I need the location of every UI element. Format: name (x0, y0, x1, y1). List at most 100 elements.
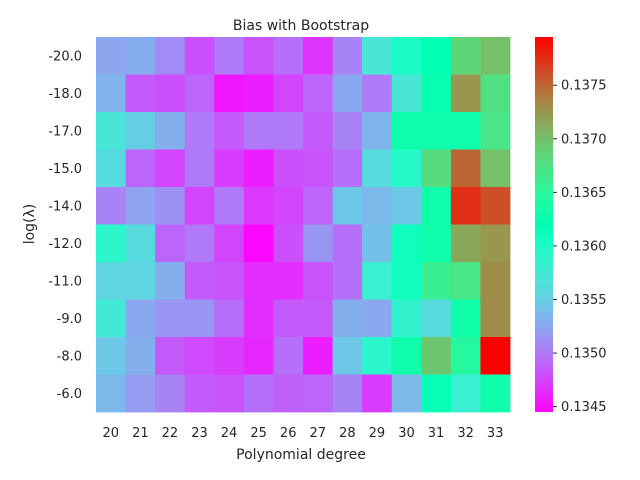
heatmap-cell (214, 374, 245, 413)
heatmap-cell (303, 112, 333, 150)
heatmap-cell (155, 299, 186, 338)
heatmap-cell (184, 187, 215, 225)
heatmap-cell (480, 374, 511, 413)
heatmap-cell (243, 224, 274, 263)
heatmap-cell (362, 299, 393, 338)
x-tick-label: 33 (487, 426, 504, 441)
heatmap-cell (155, 374, 186, 413)
x-tick-label: 26 (280, 426, 297, 441)
heatmap-cell (155, 224, 186, 263)
heatmap-cell (96, 299, 126, 338)
heatmap-cell (155, 37, 186, 75)
heatmap-cell (480, 337, 511, 375)
heatmap-cell (362, 187, 393, 225)
x-tick-label: 27 (310, 426, 327, 441)
y-tick-label: -8.0 (57, 349, 82, 364)
heatmap-cell (125, 374, 156, 413)
heatmap-cell (391, 224, 422, 263)
heatmap-cell (332, 187, 363, 225)
heatmap-cell (243, 374, 274, 413)
heatmap-cell (96, 262, 126, 300)
heatmap-cell (96, 37, 126, 75)
colorbar-tick-label: 0.1345 (561, 400, 607, 415)
heatmap-cell (421, 187, 452, 225)
x-tick-label: 28 (339, 426, 356, 441)
colorbar-ticks: 0.1345 0.1350 0.1355 0.1360 0.1365 0.1370 0.13… (553, 79, 607, 415)
heatmap-cell (421, 112, 452, 150)
heatmap-cell (184, 224, 215, 263)
heatmap-cell (184, 74, 215, 113)
heatmap-cell (214, 299, 245, 338)
heatmap-cell (332, 74, 363, 113)
y-axis-label: log(λ) (22, 204, 38, 245)
heatmap-cell (332, 262, 363, 300)
heatmap-cell (184, 374, 215, 413)
y-tick-label: -20.0 (48, 49, 82, 64)
heatmap-cell (303, 224, 333, 263)
heatmap-cell (450, 74, 481, 113)
heatmap-cell (273, 149, 304, 188)
heatmap-cell (125, 337, 156, 375)
y-tick-label: -11.0 (48, 274, 82, 289)
heatmap-cell (303, 74, 333, 113)
heatmap-cell (273, 224, 304, 263)
heatmap-cell (273, 74, 304, 113)
heatmap-cell (450, 112, 481, 150)
heatmap-cell (391, 37, 422, 75)
heatmap-cell (155, 74, 186, 113)
heatmap-cell (303, 374, 333, 413)
heatmap-cell (450, 374, 481, 413)
heatmap-cell (332, 374, 363, 413)
heatmap-cell (243, 112, 274, 150)
heatmap-cell (480, 187, 511, 225)
y-tick-label: -15.0 (48, 162, 82, 177)
heatmap-cell (273, 37, 304, 75)
heatmap-cell (362, 337, 393, 375)
heatmap-cell (243, 299, 274, 338)
heatmap-cell (214, 262, 245, 300)
heatmap-cell (125, 187, 156, 225)
x-tick-label: 31 (428, 426, 445, 441)
heatmap-cell (450, 149, 481, 188)
heatmap-cell (243, 37, 274, 75)
heatmap-cell (421, 337, 452, 375)
heatmap-cell (362, 149, 393, 188)
heatmap-cell (332, 112, 363, 150)
heatmap-cell (421, 374, 452, 413)
x-tick-label: 23 (191, 426, 208, 441)
heatmap-cell (214, 337, 245, 375)
heatmap-cell (332, 337, 363, 375)
heatmap-cell (362, 262, 393, 300)
heatmap-cell (421, 74, 452, 113)
heatmap-cell (362, 37, 393, 75)
heatmap-cell (332, 149, 363, 188)
heatmap-cell (273, 187, 304, 225)
heatmap-cell (362, 224, 393, 263)
heatmap-cell (421, 299, 452, 338)
heatmap-cell (391, 74, 422, 113)
heatmap-cell (125, 149, 156, 188)
heatmap-cell (391, 337, 422, 375)
heatmap-cells (96, 37, 511, 413)
heatmap-cell (273, 374, 304, 413)
heatmap-cell (184, 37, 215, 75)
heatmap-cell (332, 299, 363, 338)
heatmap-cell (184, 149, 215, 188)
x-tick-label: 22 (162, 426, 179, 441)
heatmap-cell (391, 374, 422, 413)
heatmap-cell (214, 37, 245, 75)
colorbar-tick-label: 0.1370 (561, 132, 607, 147)
heatmap-cell (214, 149, 245, 188)
heatmap-cell (96, 112, 126, 150)
colorbar (535, 37, 553, 412)
y-tick-label: -17.0 (48, 124, 82, 139)
heatmap-cell (303, 149, 333, 188)
chart-title: Bias with Bootstrap (233, 18, 369, 34)
heatmap-cell (273, 337, 304, 375)
y-tick-labels: -20.0 -18.0 -17.0 -15.0 -14.0 -12.0 -11.0 -9.0 -… (48, 49, 82, 402)
heatmap-cell (480, 74, 511, 113)
heatmap-cell (480, 299, 511, 338)
x-tick-label: 30 (398, 426, 415, 441)
heatmap-cell (96, 187, 126, 225)
